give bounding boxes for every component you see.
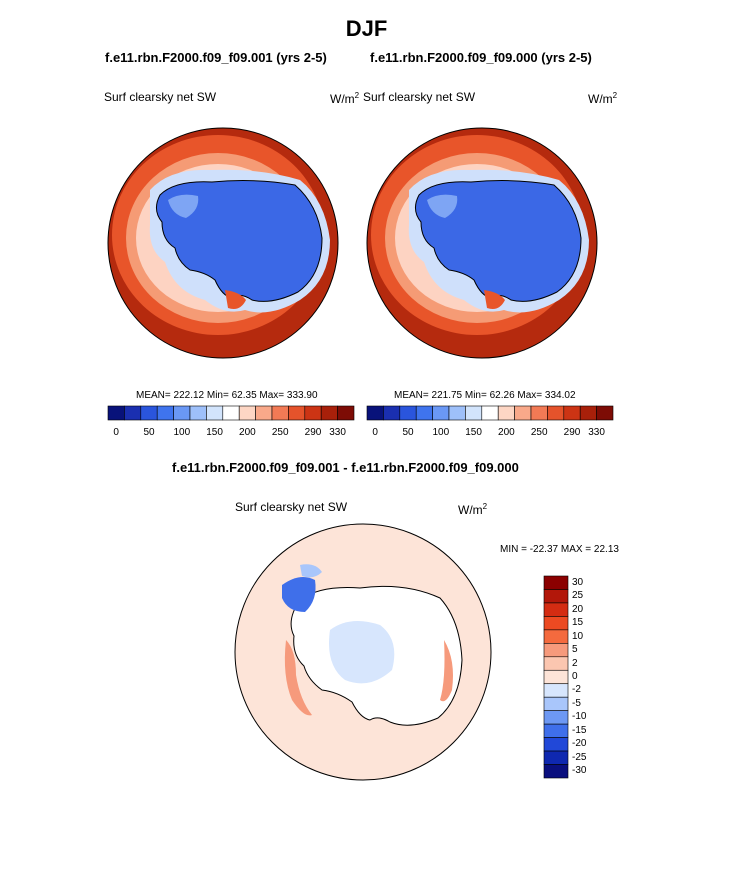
stats-right: MEAN= 221.75 Min= 62.26 Max= 334.02 — [394, 390, 576, 401]
map-border-left — [107, 127, 339, 359]
colorbar-swatch — [156, 405, 174, 421]
units-label-left: W/m2 — [330, 91, 360, 106]
colorbar-swatch — [448, 405, 466, 421]
units-label-right: W/m2 — [588, 91, 618, 106]
colorbar-tick-label: 200 — [239, 427, 256, 438]
colorbar-swatch — [481, 405, 499, 421]
colorbar-tick-label: 0 — [372, 427, 378, 438]
diff-negative-blob-light — [300, 564, 322, 578]
colorbar-right-labels: 0 50 100 150 200 250 290 330 — [0, 427, 733, 441]
colorbar-swatch — [337, 405, 355, 421]
colorbar-swatch — [383, 405, 401, 421]
diff-units-label: W/m2 — [458, 502, 488, 517]
ross-sea-warm — [225, 290, 246, 309]
colorbar-tick-label: 250 — [530, 427, 548, 438]
colorbar-swatch — [543, 683, 569, 698]
colorbar-swatch — [497, 405, 515, 421]
antarctica-map-left — [108, 128, 338, 358]
colorbar-tick-label: 50 — [402, 427, 414, 438]
colorbar-swatch — [543, 602, 569, 617]
colorbar-swatch — [543, 750, 569, 765]
colorbar-swatch — [543, 589, 569, 604]
colorbar-swatch — [465, 405, 483, 421]
diff-panel-title: f.e11.rbn.F2000.f09_f09.001 - f.e11.rbn.… — [172, 460, 519, 475]
variable-label-left: Surf clearsky net SW — [104, 90, 217, 104]
diff-negative-blob — [282, 576, 316, 612]
colorbar-swatch — [543, 710, 569, 725]
colorbar-tick-label: 290 — [304, 427, 322, 438]
diff-interior-mottle — [329, 621, 395, 684]
diff-variable-label: Surf clearsky net SW — [235, 500, 348, 514]
antarctica-ice — [156, 180, 323, 302]
antarctica-ice — [415, 180, 582, 302]
variable-label-right: Surf clearsky net SW — [363, 90, 476, 104]
colorbar-swatch — [563, 405, 581, 421]
colorbar-right — [366, 405, 614, 421]
ice-shelf-light — [427, 194, 458, 218]
colorbar-tick-label: 250 — [271, 427, 289, 438]
colorbar-tick-label: 200 — [498, 427, 515, 438]
map-border-diff — [234, 523, 492, 781]
colorbar-swatch — [543, 656, 569, 671]
colorbar-swatch — [173, 405, 191, 421]
colorbar-diff — [543, 575, 569, 779]
diff-minmax: MIN = -22.37 MAX = 22.13 — [500, 544, 619, 555]
panel-title-left: f.e11.rbn.F2000.f09_f09.001 (yrs 2-5) — [105, 50, 327, 65]
main-title: DJF — [345, 16, 388, 41]
colorbar-swatch — [222, 405, 240, 421]
colorbar-tick-label: 150 — [465, 427, 482, 438]
diff-positive-band-right — [440, 640, 453, 702]
colorbar-swatch — [543, 575, 569, 590]
colorbar-swatch — [543, 696, 569, 711]
colorbar-swatch — [530, 405, 548, 421]
stats-left: MEAN= 222.12 Min= 62.35 Max= 333.90 — [136, 390, 318, 401]
colorbar-swatch — [579, 405, 597, 421]
ice-shelf-light — [168, 194, 199, 218]
diff-positive-band — [284, 640, 312, 716]
map-border-right — [366, 127, 598, 359]
colorbar-tick-label: 150 — [206, 427, 223, 438]
colorbar-tick-label: 100 — [173, 427, 191, 438]
colorbar-tick-label: 290 — [563, 427, 581, 438]
colorbar-swatch — [189, 405, 207, 421]
panel-title-right: f.e11.rbn.F2000.f09_f09.000 (yrs 2-5) — [370, 50, 592, 65]
colorbar-swatch — [107, 405, 125, 421]
antarctica-map-right — [367, 128, 597, 358]
colorbar-swatch — [543, 669, 569, 685]
colorbar-swatch — [320, 405, 338, 421]
colorbar-tick-label: 330 — [588, 427, 605, 438]
colorbar-swatch — [543, 737, 569, 752]
colorbar-swatch — [399, 405, 417, 421]
colorbar-swatch — [514, 405, 532, 421]
antarctica-map-diff — [235, 524, 491, 780]
colorbar-swatch — [304, 405, 322, 421]
colorbar-tick-label: 0 — [113, 427, 119, 438]
colorbar-swatch — [140, 405, 158, 421]
colorbar-swatch — [238, 405, 256, 421]
colorbar-swatch — [415, 405, 433, 421]
colorbar-swatch — [124, 405, 142, 421]
colorbar-left-labels: 0 50 100 150 200 250 290 330 — [0, 427, 733, 441]
colorbar-swatch — [543, 764, 569, 779]
colorbar-swatch — [255, 405, 273, 421]
colorbar-swatch — [543, 723, 569, 738]
colorbar-swatch — [547, 405, 565, 421]
colorbar-swatch — [543, 629, 569, 644]
colorbar-swatch — [543, 616, 569, 631]
colorbar-tick-label: 50 — [143, 427, 155, 438]
colorbar-swatch — [543, 643, 569, 658]
colorbar-swatch — [206, 405, 224, 421]
colorbar-tick-label: 100 — [432, 427, 450, 438]
colorbar-swatch — [271, 405, 289, 421]
colorbar-swatch — [432, 405, 450, 421]
colorbar-tick-label: 330 — [329, 427, 346, 438]
colorbar-swatch — [596, 405, 614, 421]
colorbar-left — [107, 405, 355, 421]
colorbar-swatch — [288, 405, 306, 421]
ross-sea-warm — [484, 290, 505, 309]
colorbar-swatch — [366, 405, 384, 421]
